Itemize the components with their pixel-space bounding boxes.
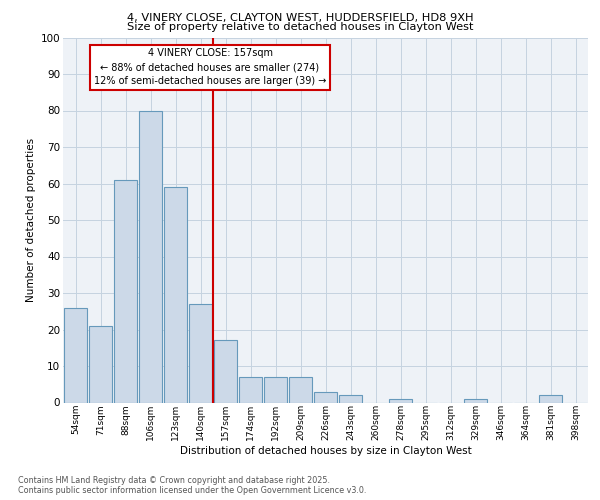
Bar [239,377,262,402]
Bar [164,187,187,402]
Bar [389,399,412,402]
Text: 4 VINERY CLOSE: 157sqm
← 88% of detached houses are smaller (274)
12% of semi-de: 4 VINERY CLOSE: 157sqm ← 88% of detached… [94,48,326,86]
Bar [464,399,487,402]
Bar [139,110,163,403]
Bar [314,392,337,402]
Bar [539,395,562,402]
Bar [263,377,287,402]
Text: Contains HM Land Registry data © Crown copyright and database right 2025.: Contains HM Land Registry data © Crown c… [18,476,330,485]
Bar [338,395,362,402]
X-axis label: Distribution of detached houses by size in Clayton West: Distribution of detached houses by size … [179,446,472,456]
Bar [188,304,212,402]
Text: Contains public sector information licensed under the Open Government Licence v3: Contains public sector information licen… [18,486,367,495]
Bar [64,308,88,402]
Text: 4, VINERY CLOSE, CLAYTON WEST, HUDDERSFIELD, HD8 9XH: 4, VINERY CLOSE, CLAYTON WEST, HUDDERSFI… [127,12,473,22]
Bar [113,180,137,402]
Bar [214,340,238,402]
Y-axis label: Number of detached properties: Number of detached properties [26,138,37,302]
Text: Size of property relative to detached houses in Clayton West: Size of property relative to detached ho… [127,22,473,32]
Bar [89,326,112,402]
Bar [289,377,313,402]
